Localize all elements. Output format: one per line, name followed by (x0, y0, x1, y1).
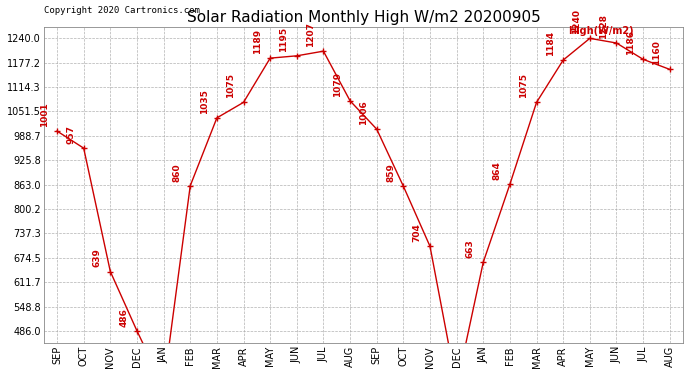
Text: 663: 663 (466, 239, 475, 258)
Text: 1207: 1207 (306, 22, 315, 47)
Text: 1240: 1240 (573, 9, 582, 34)
Text: 864: 864 (493, 161, 502, 180)
Text: 1160: 1160 (653, 40, 662, 65)
Text: 1075: 1075 (519, 73, 529, 98)
Title: Solar Radiation Monthly High W/m2 20200905: Solar Radiation Monthly High W/m2 202009… (186, 10, 540, 25)
Text: 343: 343 (0, 374, 1, 375)
Text: 1079: 1079 (333, 72, 342, 97)
Text: 1189: 1189 (253, 29, 262, 54)
Text: High(W/m2): High(W/m2) (569, 26, 634, 36)
Text: 859: 859 (386, 163, 395, 182)
Text: 1075: 1075 (226, 73, 235, 98)
Text: 704: 704 (413, 223, 422, 242)
Text: Copyright 2020 Cartronics.com: Copyright 2020 Cartronics.com (43, 6, 199, 15)
Text: 860: 860 (173, 163, 182, 182)
Text: 1001: 1001 (40, 102, 49, 127)
Text: 1228: 1228 (599, 14, 608, 39)
Text: 1186: 1186 (626, 30, 635, 55)
Text: 342: 342 (0, 374, 1, 375)
Text: 1195: 1195 (279, 27, 288, 52)
Text: 957: 957 (66, 125, 75, 144)
Text: 1035: 1035 (199, 89, 208, 114)
Text: 1184: 1184 (546, 31, 555, 56)
Text: 486: 486 (119, 308, 128, 327)
Text: 639: 639 (93, 249, 102, 267)
Text: 1006: 1006 (359, 100, 368, 125)
